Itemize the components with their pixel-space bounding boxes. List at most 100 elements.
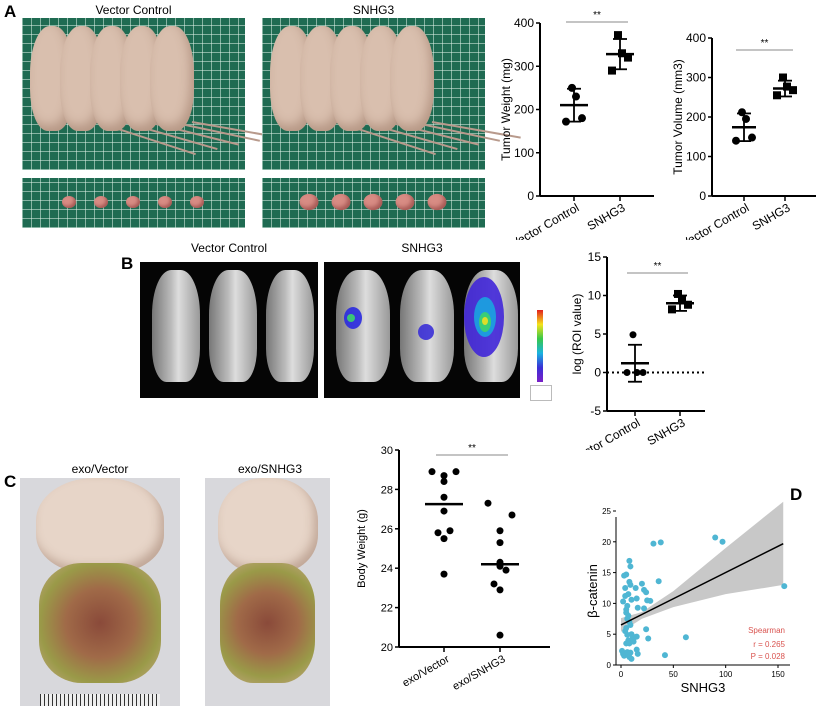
tumor	[427, 193, 447, 211]
y-tick-label: 30	[381, 445, 393, 457]
data-point-square	[773, 91, 781, 100]
scatter-point	[628, 596, 635, 603]
colorbar-legend-box	[530, 385, 552, 401]
scatter-point	[627, 581, 634, 588]
tumor	[331, 193, 351, 211]
data-point	[496, 539, 504, 547]
roi-chart: -5 0 5 10 15 log (ROI value) Vector Control SNH…	[570, 250, 705, 450]
mice-photo-vector-control	[22, 18, 281, 170]
significance-label: **	[654, 261, 662, 272]
dissection-photo-exo-snhg3	[205, 478, 330, 706]
panel-label-d: D	[790, 485, 803, 504]
data-point	[578, 114, 586, 123]
scatter-point	[628, 655, 635, 662]
y-tick-label: 15	[602, 569, 611, 578]
data-point	[440, 493, 448, 501]
scatter-point	[634, 650, 641, 657]
x-tick-label: Vector Control	[509, 200, 582, 240]
photo-title-exo-snhg3: exo/SNHG3	[237, 462, 303, 476]
y-tick-label: 10	[602, 599, 611, 608]
x-tick-label: 150	[771, 670, 785, 679]
x-tick-label: 50	[669, 670, 678, 679]
data-point	[508, 511, 516, 519]
y-tick-label: 0	[607, 661, 612, 670]
data-point-square	[783, 82, 791, 91]
y-tick-label: 100	[686, 150, 706, 164]
data-point	[502, 566, 510, 574]
exposed-organs	[39, 563, 161, 683]
data-point	[440, 507, 448, 515]
data-point-square	[668, 305, 676, 314]
y-tick-label: 28	[381, 484, 393, 496]
tumor	[363, 193, 383, 211]
data-point-square	[674, 289, 682, 298]
photo-title-snhg3: SNHG3	[352, 3, 395, 17]
spearman-annotation: r = 0.265	[753, 640, 785, 649]
scatter-point	[623, 606, 630, 613]
y-tick-label: 200	[514, 103, 534, 117]
y-axis-label: Body Weight (g)	[356, 509, 368, 588]
y-tick-label: 0	[527, 189, 534, 203]
scatter-point	[645, 635, 652, 642]
data-point	[629, 331, 637, 339]
panel-label-c: C	[4, 472, 17, 491]
data-point	[452, 468, 460, 476]
y-tick-label: 300	[686, 71, 706, 85]
data-point	[496, 527, 504, 535]
mouse-silhouette	[336, 270, 390, 382]
bioluminescence-signal	[482, 317, 488, 325]
scatter-point	[781, 583, 788, 590]
photo-title-vector-control: Vector Control	[95, 3, 172, 17]
scatter-point	[633, 595, 640, 602]
data-point	[732, 136, 740, 145]
tumor-photo-snhg3	[262, 178, 485, 228]
data-point	[639, 369, 647, 376]
y-tick-label: 5	[594, 327, 601, 341]
data-point	[446, 527, 454, 535]
mouse	[390, 26, 434, 131]
scatter-point	[647, 597, 654, 604]
data-point	[484, 499, 492, 507]
data-point	[428, 468, 436, 476]
tumor	[395, 193, 415, 211]
imaging-title-vector-control: Vector Control	[190, 241, 268, 255]
y-tick-label: 100	[514, 146, 534, 160]
x-tick-label: Vector Control	[679, 200, 752, 240]
bioluminescence-signal	[347, 314, 355, 322]
scatter-point	[638, 580, 645, 587]
scatter-point	[627, 621, 634, 628]
scatter-point	[643, 589, 650, 596]
exposed-organs	[220, 563, 315, 683]
scatter-point	[633, 633, 640, 640]
y-axis-label: Tumor Volume (mm3)	[671, 59, 685, 175]
y-tick-label: 20	[381, 642, 393, 654]
x-tick-label: Vector Control	[570, 415, 643, 450]
mouse	[150, 26, 194, 131]
scatter-point	[625, 591, 632, 598]
x-tick-label: exo/Vector	[400, 653, 451, 690]
scatter-point	[657, 539, 664, 546]
y-tick-label: 5	[607, 630, 612, 639]
data-point-square	[678, 295, 686, 304]
tumor	[62, 196, 76, 208]
scatter-point	[650, 540, 657, 547]
significance-label: **	[593, 10, 601, 21]
scatter-point	[634, 604, 641, 611]
y-tick-label: 26	[381, 524, 393, 536]
x-tick-label: 100	[719, 670, 733, 679]
panel-label-b: B	[121, 254, 134, 273]
y-tick-label: -5	[590, 404, 601, 418]
scatter-point	[623, 571, 630, 578]
y-axis-label: Tumor Weight (mg)	[499, 58, 513, 161]
bioluminescence-signal	[418, 324, 434, 340]
y-tick-label: 25	[602, 507, 611, 516]
mouse-silhouette	[209, 270, 257, 382]
panel-label-a: A	[4, 2, 17, 21]
bioluminescence-image-vector-control	[140, 262, 318, 398]
significance-label: **	[761, 38, 769, 49]
scatter-point	[625, 612, 632, 619]
correlation-scatter-chart: 0 5 10 15 20 25 0 50 100 150 SNHG3 β-catenin Spearma…	[585, 501, 790, 695]
x-tick-label: SNHG3	[645, 415, 688, 448]
y-axis-label: β-catenin	[585, 564, 600, 618]
